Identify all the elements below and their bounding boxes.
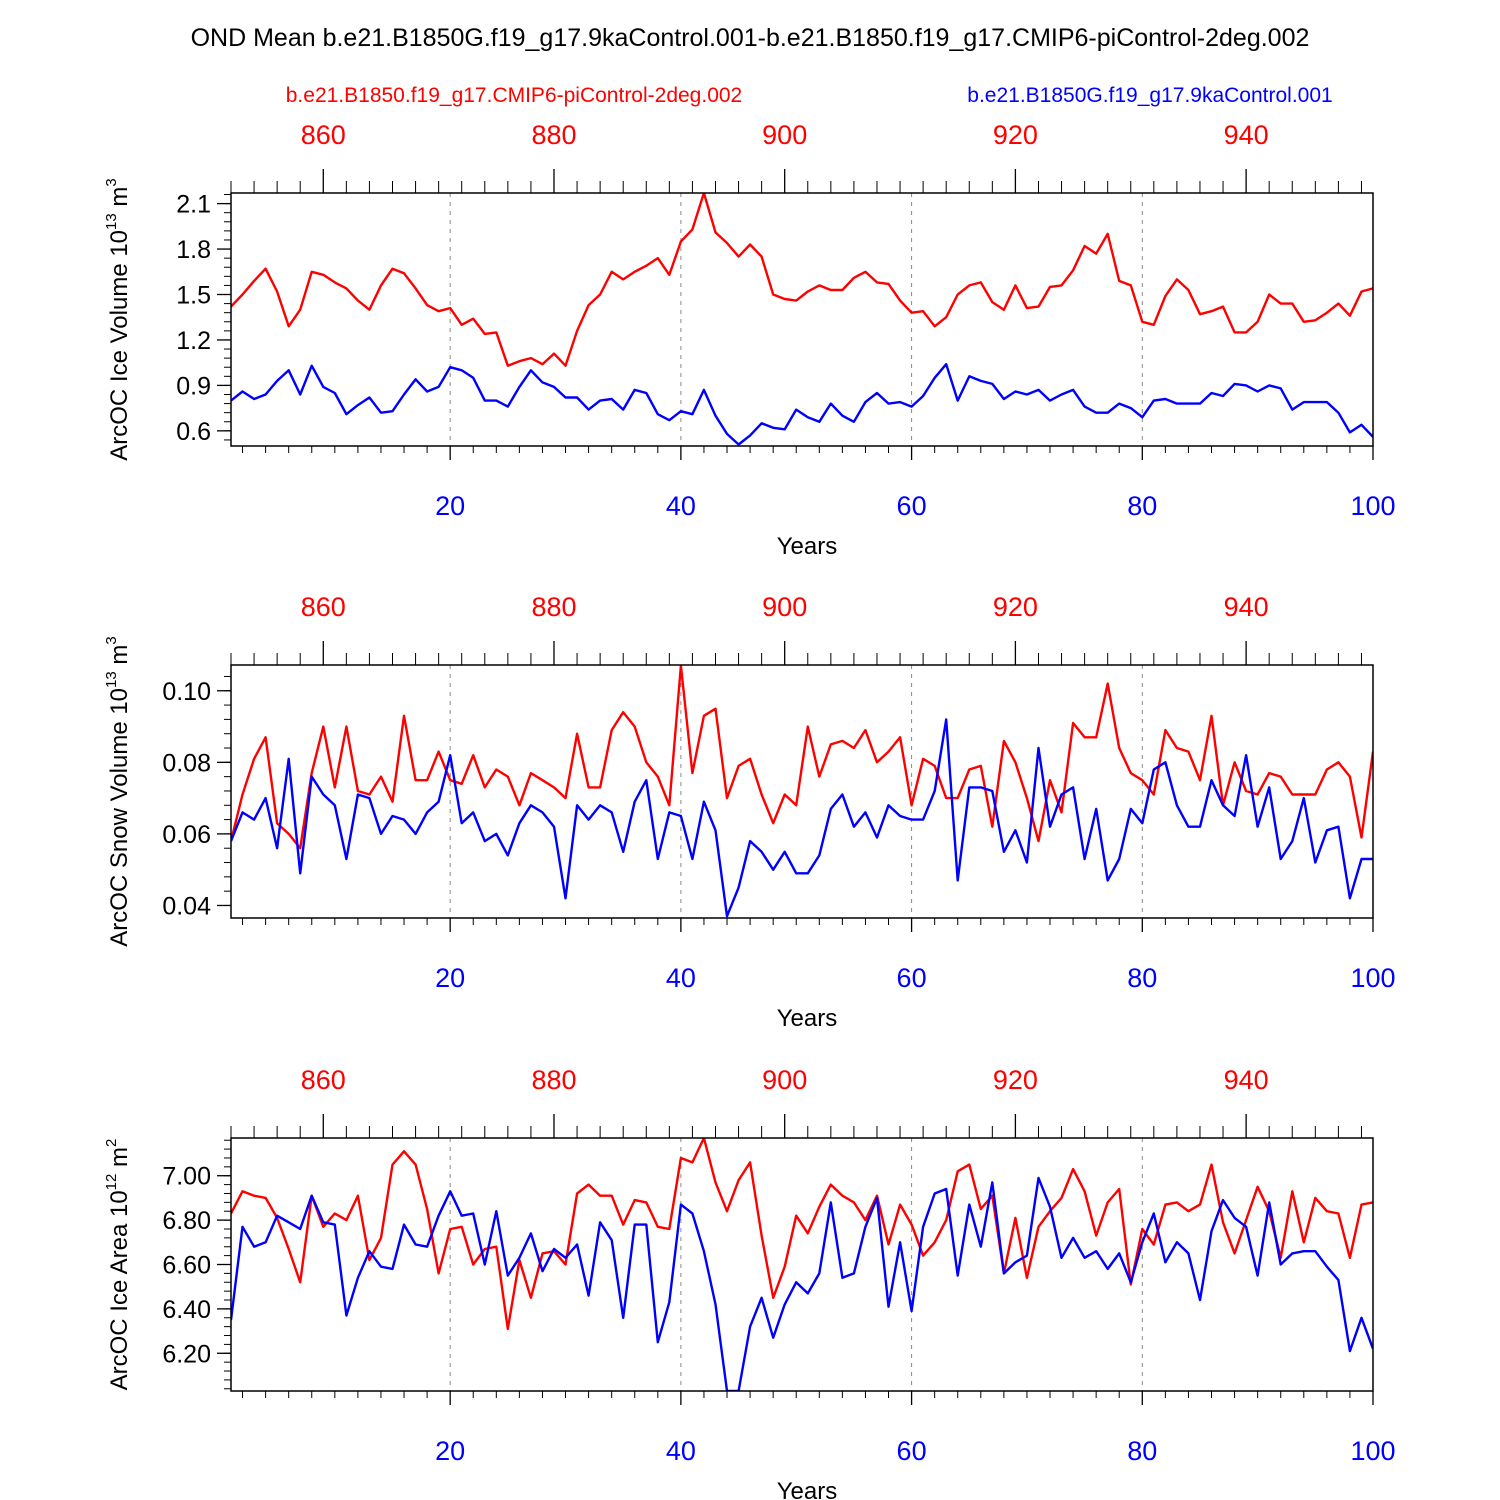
x-axis-label: Years	[777, 1005, 838, 1032]
y-tick-label: 0.10	[162, 678, 211, 706]
y-axis-label-exponent: 13	[103, 213, 120, 230]
y-axis-label-unit: m	[106, 187, 133, 214]
y-axis-label-text: ArcOC Snow Volume 10	[106, 688, 133, 947]
y-tick-label: 0.04	[162, 892, 211, 920]
y-axis-label-unit-exponent: 3	[103, 178, 120, 186]
y-tick-label: 1.2	[176, 327, 211, 355]
x-axis-label: Years	[777, 533, 838, 560]
x-tick-label-top: 880	[531, 1065, 576, 1095]
x-tick-label-top: 880	[531, 120, 576, 150]
x-tick-label-top: 920	[993, 120, 1038, 150]
x-tick-label-top: 920	[993, 592, 1038, 622]
y-axis-label-text: ArcOC Ice Area 10	[106, 1190, 133, 1390]
x-tick-label-top: 920	[993, 1065, 1038, 1095]
x-tick-label-top: 860	[301, 120, 346, 150]
x-tick-label-bottom: 20	[435, 963, 465, 993]
x-tick-label-top: 860	[301, 1065, 346, 1095]
x-tick-label-bottom: 100	[1350, 963, 1395, 993]
legend-entry-pi-control: b.e21.B1850.f19_g17.CMIP6-piControl-2deg…	[286, 84, 742, 107]
y-axis-label-exponent: 12	[103, 1174, 120, 1191]
x-tick-label-bottom: 20	[435, 1436, 465, 1466]
y-axis-label-unit: m	[106, 1147, 133, 1174]
x-tick-label-bottom: 40	[666, 1436, 696, 1466]
y-tick-label: 1.5	[176, 282, 211, 310]
x-tick-label-bottom: 40	[666, 963, 696, 993]
legend-entry-9ka-control: b.e21.B1850G.f19_g17.9kaControl.001	[967, 84, 1332, 107]
x-tick-label-bottom: 80	[1127, 963, 1157, 993]
x-tick-label-top: 900	[762, 1065, 807, 1095]
chart-title: OND Mean b.e21.B1850G.f19_g17.9kaControl…	[191, 24, 1310, 52]
y-tick-label: 6.80	[162, 1207, 211, 1235]
y-axis-label-exponent: 13	[103, 671, 120, 688]
x-tick-label-top: 880	[531, 592, 576, 622]
x-tick-label-bottom: 80	[1127, 1436, 1157, 1466]
x-tick-label-top: 900	[762, 120, 807, 150]
series-line-pi-control	[231, 665, 1373, 850]
y-axis-label: ArcOC Snow Volume 1013 m3	[103, 636, 133, 947]
y-tick-label: 0.6	[176, 418, 211, 446]
x-tick-label-bottom: 100	[1350, 491, 1395, 521]
y-axis-label: ArcOC Ice Area 1012 m2	[103, 1139, 133, 1391]
x-tick-label-top: 940	[1224, 1065, 1269, 1095]
y-axis-label-unit-exponent: 2	[103, 1139, 120, 1147]
x-axis-label: Years	[777, 1478, 838, 1500]
x-tick-label-bottom: 40	[666, 491, 696, 521]
x-tick-label-top: 940	[1224, 592, 1269, 622]
x-tick-label-top: 940	[1224, 120, 1269, 150]
y-tick-label: 2.1	[176, 191, 211, 219]
y-axis-label-text: ArcOC Ice Volume 10	[106, 230, 133, 461]
series-line-9ka-control	[231, 363, 1373, 446]
series-line-9ka-control	[231, 1176, 1373, 1391]
series-line-pi-control	[231, 193, 1373, 367]
panel-1: 0.6 0.9 1.2 1.5 1.8 2.1 20 40 60 80 100 860 880 900 92…	[103, 120, 1396, 560]
x-tick-label-top: 860	[301, 592, 346, 622]
x-tick-label-bottom: 80	[1127, 491, 1157, 521]
x-tick-label-bottom: 100	[1350, 1436, 1395, 1466]
y-axis-label-unit-exponent: 3	[103, 636, 120, 644]
y-tick-label: 7.00	[162, 1163, 211, 1191]
chart-panels: 0.6 0.9 1.2 1.5 1.8 2.1 20 40 60 80 100 860 880 900 92…	[103, 120, 1396, 1500]
y-tick-label: 0.9	[176, 372, 211, 400]
x-tick-label-bottom: 60	[897, 963, 927, 993]
x-tick-label-bottom: 60	[897, 1436, 927, 1466]
plot-frame	[230, 1137, 1374, 1392]
series-line-9ka-control	[231, 718, 1373, 918]
y-tick-label: 6.20	[162, 1340, 211, 1368]
x-tick-label-bottom: 60	[897, 491, 927, 521]
y-tick-label: 0.08	[162, 749, 211, 777]
panel-2: 0.04 0.06 0.08 0.10 20 40 60 80 100 860 880 900 920 9…	[103, 592, 1396, 1032]
panel-3: 6.20 6.40 6.60 6.80 7.00 20 40 60 80 100 860 880 900…	[103, 1065, 1396, 1500]
y-tick-label: 1.8	[176, 236, 211, 264]
y-tick-label: 6.60	[162, 1252, 211, 1280]
y-axis-label-unit: m	[106, 645, 133, 672]
x-tick-label-bottom: 20	[435, 491, 465, 521]
y-tick-label: 6.40	[162, 1296, 211, 1324]
plot-frame	[230, 664, 1374, 919]
y-axis-label: ArcOC Ice Volume 1013 m3	[103, 178, 133, 460]
series-line-pi-control	[231, 1138, 1373, 1331]
plot-frame	[230, 192, 1374, 447]
x-tick-label-top: 900	[762, 592, 807, 622]
y-tick-label: 0.06	[162, 821, 211, 849]
